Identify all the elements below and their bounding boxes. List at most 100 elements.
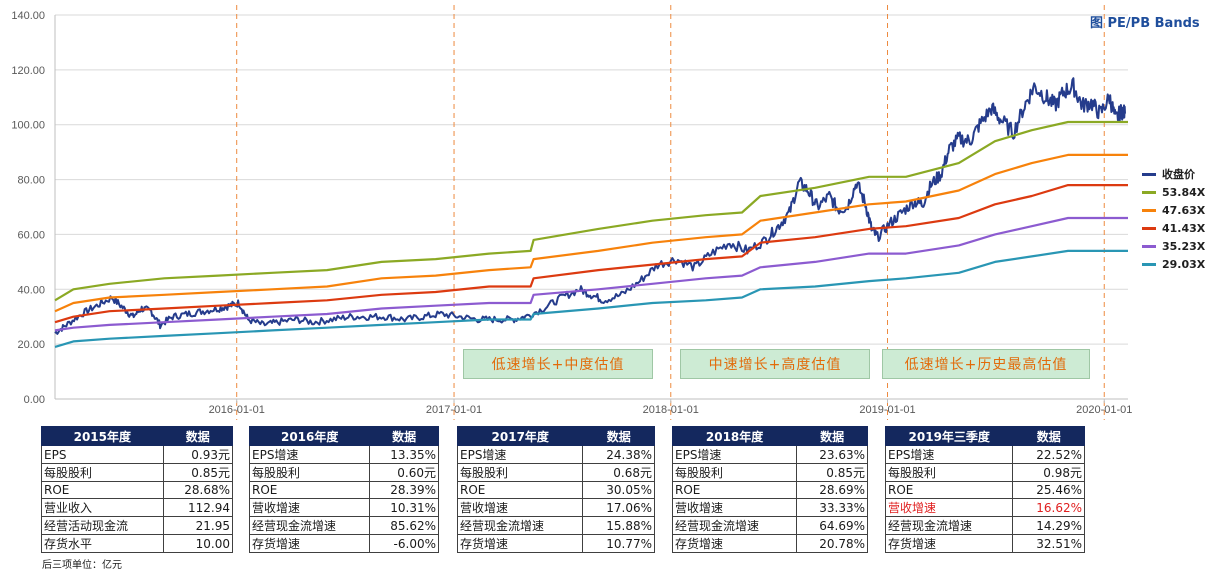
legend-label: 收盘价 — [1162, 168, 1195, 181]
annotation-mid-growth-high-valuation: 中速增长+高度估值 — [680, 349, 870, 379]
metric-label: 营收增速 — [456, 498, 584, 517]
table-header-year: 2016年度 — [248, 426, 371, 446]
table-row: ROE 28.69% — [671, 481, 868, 499]
series-pe-band-47.63X — [54, 153, 1128, 313]
grid — [55, 14, 1128, 400]
table-header-year: 2018年度 — [671, 426, 798, 446]
table-row: 经营现金流增速 15.88% — [456, 516, 655, 535]
table-header-data: 数据 — [796, 426, 868, 446]
table-row: EPS增速 22.52% — [884, 445, 1085, 464]
metric-label: 营收增速 — [884, 498, 1014, 517]
table-row: 经营活动现金流 21.95 — [41, 516, 234, 535]
table-row: EPS增速 23.63% — [671, 445, 868, 464]
table-row: 每股股利 0.98元 — [884, 463, 1085, 482]
legend-swatch — [1142, 208, 1156, 212]
x-tick-label: 2016-01-01 — [209, 404, 265, 416]
table-2018: 2018年度 数据 EPS增速 23.63% 每股股利 0.85元 ROE 28.69%… — [671, 426, 868, 553]
metric-label: 每股股利 — [884, 463, 1014, 482]
table-2015: 2015年度 数据 EPS 0.93元 每股股利 0.85元 ROE 28.68% 营业… — [41, 426, 234, 553]
metric-label: EPS增速 — [248, 445, 371, 464]
table-row: 每股股利 0.68元 — [456, 463, 655, 482]
annotation-low-growth-record-valuation: 低速增长+历史最高估值 — [882, 349, 1090, 379]
metric-value: 15.88% — [582, 516, 655, 535]
table-2016: 2016年度 数据 EPS增速 13.35% 每股股利 0.60元 ROE 28.39%… — [248, 426, 439, 553]
table-row: 营收增速 33.33% — [671, 498, 868, 517]
legend-item: 41.43X — [1142, 219, 1205, 237]
legend-swatch — [1142, 262, 1156, 266]
table-header-year: 2017年度 — [456, 426, 584, 446]
unit-note: 后三项单位：亿元 — [42, 560, 122, 571]
metric-value: 13.35% — [369, 445, 439, 464]
metric-value: 64.69% — [796, 516, 868, 535]
legend-label: 29.03X — [1162, 257, 1206, 271]
legend-swatch — [1142, 172, 1156, 176]
metric-label: ROE — [456, 481, 584, 499]
table-header-data: 数据 — [162, 426, 234, 446]
metric-value: 14.29% — [1012, 516, 1085, 535]
table-2019-q3: 2019年三季度 数据 EPS增速 22.52% 每股股利 0.98元 ROE 25.4… — [884, 426, 1085, 553]
metric-label: 存货增速 — [456, 534, 584, 553]
table-row: ROE 30.05% — [456, 481, 655, 499]
metric-value: 0.93元 — [162, 445, 234, 464]
chart-title: 图 PE/PB Bands — [1090, 16, 1200, 31]
metric-label: 营业收入 — [41, 498, 164, 517]
metric-label: EPS — [41, 445, 164, 464]
y-tick-label: 140.00 — [11, 10, 45, 22]
y-tick-label: 100.00 — [11, 120, 45, 132]
legend-label: 41.43X — [1162, 221, 1206, 235]
legend-item: 47.63X — [1142, 201, 1205, 219]
series-lines — [54, 77, 1128, 348]
y-tick-label: 20.00 — [17, 339, 45, 351]
metric-value: 0.85元 — [162, 463, 234, 482]
metric-label: ROE — [884, 481, 1014, 499]
metric-value: 10.77% — [582, 534, 655, 553]
legend-item: 收盘价 — [1142, 165, 1205, 183]
metric-label: 存货增速 — [248, 534, 371, 553]
metric-value: 85.62% — [369, 516, 439, 535]
metric-label: ROE — [248, 481, 371, 499]
table-header-data: 数据 — [369, 426, 439, 446]
metric-label: 存货增速 — [671, 534, 798, 553]
y-tick-label: 80.00 — [17, 175, 45, 187]
metric-label: 经营活动现金流 — [41, 516, 164, 535]
metric-value: 16.62% — [1012, 498, 1085, 517]
table-row: 存货增速 20.78% — [671, 534, 868, 553]
metric-label: 每股股利 — [248, 463, 371, 482]
x-tick-label: 2020-01-01 — [1076, 404, 1132, 416]
metric-label: 经营现金流增速 — [248, 516, 371, 535]
table-header-data: 数据 — [582, 426, 655, 446]
table-row: 经营现金流增速 64.69% — [671, 516, 868, 535]
metric-value: 23.63% — [796, 445, 868, 464]
table-row: 营业收入 112.94 — [41, 498, 234, 517]
metric-value: 10.31% — [369, 498, 439, 517]
y-tick-label: 0.00 — [24, 394, 45, 406]
table-row: ROE 28.39% — [248, 481, 439, 499]
metric-value: 0.98元 — [1012, 463, 1085, 482]
metric-value: 21.95 — [162, 516, 234, 535]
metric-value: 30.05% — [582, 481, 655, 499]
table-row: 经营现金流增速 14.29% — [884, 516, 1085, 535]
metric-label: 每股股利 — [671, 463, 798, 482]
table-row: 存货水平 10.00 — [41, 534, 234, 553]
metric-label: 经营现金流增速 — [671, 516, 798, 535]
x-tick-labels: 2016-01-01 2017-01-01 2018-01-01 2019-01-01… — [209, 404, 1133, 416]
legend-label: 47.63X — [1162, 203, 1206, 217]
legend-swatch — [1142, 190, 1156, 194]
metric-label: 经营现金流增速 — [884, 516, 1014, 535]
metric-value: 28.39% — [369, 481, 439, 499]
table-header-year: 2019年三季度 — [884, 426, 1014, 446]
metric-value: -6.00% — [369, 534, 439, 553]
x-tick-label: 2017-01-01 — [426, 404, 482, 416]
table-row: 存货增速 -6.00% — [248, 534, 439, 553]
metric-label: 存货增速 — [884, 534, 1014, 553]
legend-item: 53.84X — [1142, 183, 1205, 201]
legend: 收盘价 53.84X 47.63X 41.43X 35.23X 29.03X — [1142, 165, 1205, 273]
table-header-year: 2015年度 — [41, 426, 164, 446]
metric-value: 10.00 — [162, 534, 234, 553]
series-close-price — [54, 77, 1126, 335]
metric-value: 32.51% — [1012, 534, 1085, 553]
metric-label: 存货水平 — [41, 534, 164, 553]
metric-value: 24.38% — [582, 445, 655, 464]
legend-label: 53.84X — [1162, 185, 1206, 199]
legend-swatch — [1142, 226, 1156, 230]
